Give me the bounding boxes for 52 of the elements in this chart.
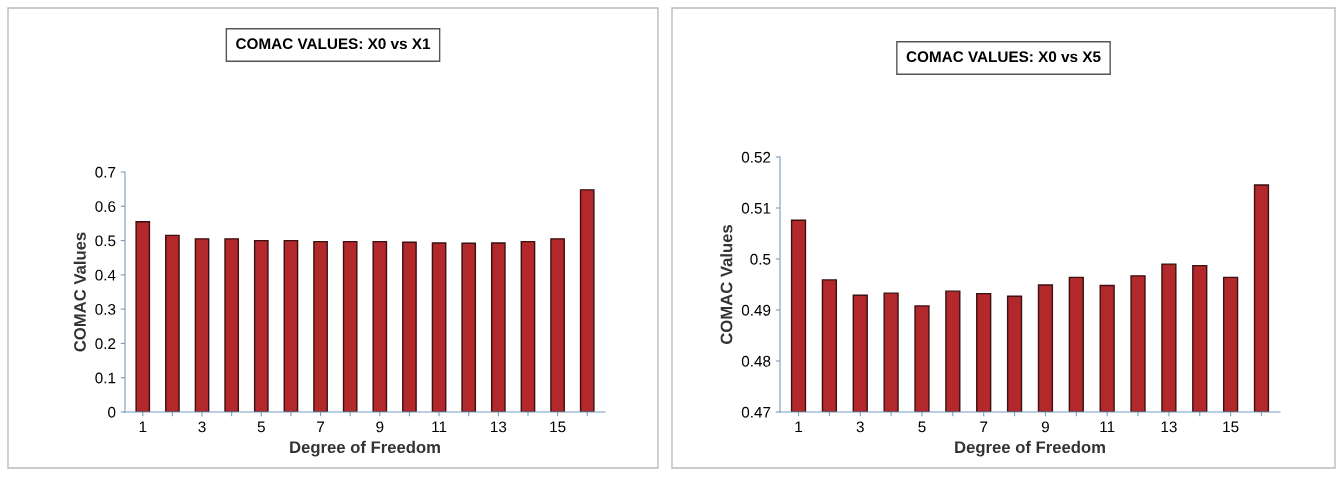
y-tick-label: 0.51 [741,202,771,214]
bar [135,221,151,412]
y-tick-label: 0.47 [741,406,771,418]
bar [253,239,269,412]
x-tick-label: 13 [491,421,507,433]
y-tick-label: 0.5 [750,253,771,265]
x-tick-label: 11 [432,421,447,433]
bar [520,240,536,412]
bar [550,238,565,412]
x-tick-label: 5 [257,421,265,433]
y-tick-label: 0.2 [95,338,116,350]
x-tick-label: 15 [550,421,566,433]
x-tick-label: 11 [1100,421,1115,433]
y-tick-label: 0.1 [95,372,116,384]
bar [431,242,447,412]
bar [579,189,595,412]
y-tick-label: 0.6 [95,201,116,212]
y-axis-title: COMAC Values [720,224,733,345]
bar [313,240,328,412]
y-axis-title: COMAC Values [73,232,86,352]
bar [194,238,210,412]
y-tick-label: 0.4 [95,269,116,281]
bar [372,240,388,412]
chart-title: COMAC VALUES: X0 vs X1 [236,38,431,50]
chart-title: COMAC VALUES: X0 vs X5 [906,51,1101,63]
y-tick-label: 0.48 [741,355,771,367]
x-tick-label: 1 [795,421,803,433]
bar [342,240,358,412]
y-tick-label: 0 [108,406,116,418]
x-axis-title: Degree of Freedom [290,440,440,457]
y-tick-label: 0.3 [95,304,116,315]
x-tick-label: 9 [376,421,384,433]
x-tick-label: 7 [980,421,988,433]
bar [283,239,299,412]
x-axis-title: Degree of Freedom [955,440,1105,457]
y-tick-label: 0.7 [95,166,116,178]
bar [402,241,417,412]
x-tick-label: 9 [1041,421,1049,433]
x-tick-label: 1 [139,421,147,433]
y-tick-label: 0.52 [741,151,771,163]
x-tick-label: 5 [918,421,926,433]
x-tick-label: 3 [198,421,206,433]
y-tick-label: 0.5 [95,235,116,247]
bar [165,234,180,412]
bar [490,242,506,412]
x-tick-label: 3 [856,421,864,433]
bar [461,242,477,412]
x-tick-label: 7 [317,421,325,433]
y-tick-label: 0.49 [741,304,771,316]
x-tick-label: 13 [1161,421,1177,433]
bar [224,238,240,412]
x-tick-label: 15 [1223,421,1239,433]
